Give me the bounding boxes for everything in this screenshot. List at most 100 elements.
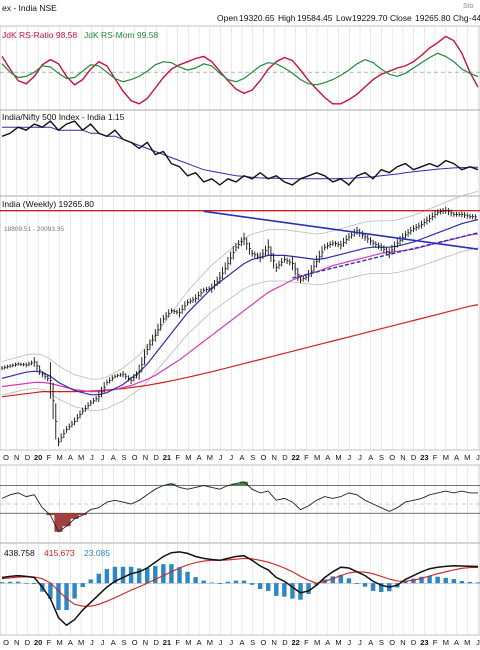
x-axis-tick-label: A <box>325 453 330 462</box>
histogram-bar <box>112 566 118 584</box>
x-axis-bottom: O N D 20 F M A M J J A S O N D 21 F M A M J J A S O N D 22 F M A M J J A S O… <box>3 638 480 647</box>
x-axis-tick-label: F <box>175 638 180 647</box>
x-axis-tick-label: D <box>153 638 159 647</box>
rs-line <box>1 120 479 186</box>
x-axis-tick-label: J <box>219 638 223 647</box>
histogram-bar <box>88 579 93 584</box>
price-bars <box>1 206 477 447</box>
x-axis-tick-label: M <box>335 453 341 462</box>
x-axis-tick-label: J <box>358 453 362 462</box>
x-axis-tick-label: N <box>143 638 148 647</box>
x-axis-tick-label: 23 <box>420 453 428 462</box>
histogram-bar <box>0 582 5 584</box>
histogram-bar <box>96 573 102 584</box>
x-axis-tick-label: D <box>411 638 417 647</box>
x-axis-tick-label: J <box>101 638 105 647</box>
histogram-bar <box>306 583 311 594</box>
x-axis-tick-label: J <box>229 453 233 462</box>
histogram-bar <box>370 583 376 591</box>
histogram-bar <box>378 583 384 593</box>
bollinger-upper-band <box>1 190 479 380</box>
x-axis-tick-label: J <box>476 638 480 647</box>
x-axis-tick-label: M <box>443 638 449 647</box>
x-axis-tick-label: A <box>368 453 373 462</box>
x-axis-tick-label: S <box>121 453 126 462</box>
histogram-bar <box>225 581 231 584</box>
x-axis-tick-label: 23 <box>420 638 428 647</box>
x-axis-tick-label: D <box>25 638 31 647</box>
ohlc-bar: Open 19320.65 High 19584.45 Low 19229.70… <box>217 13 480 23</box>
x-axis-tick-label: O <box>261 638 267 647</box>
ohlc-high-label: High <box>278 13 296 23</box>
x-axis-tick-label: J <box>347 453 351 462</box>
x-axis-tick-label: O <box>261 453 267 462</box>
histogram-bar <box>346 578 352 584</box>
histogram-bar <box>266 583 271 591</box>
x-axis-tick-label: 22 <box>291 453 299 462</box>
x-axis-tick-label: O <box>389 638 395 647</box>
histogram-bar <box>217 583 223 585</box>
x-axis-tick-label: A <box>68 638 73 647</box>
price-panel-frame <box>0 195 480 451</box>
histogram-bar <box>161 564 166 584</box>
x-axis-tick-label: M <box>57 453 63 462</box>
histogram-bar <box>298 583 303 600</box>
histogram-bar <box>120 566 126 584</box>
x-axis-tick-label: N <box>271 638 276 647</box>
bollinger-lower-band <box>1 247 479 411</box>
histogram-bar <box>145 567 150 584</box>
x-axis-tick-label: A <box>197 453 202 462</box>
x-axis-tick-label: D <box>411 453 417 462</box>
x-axis-tick-label: J <box>101 453 105 462</box>
x-axis-tick-label: J <box>90 638 94 647</box>
x-axis-tick-label: O <box>3 453 9 462</box>
x-axis-tick-label: A <box>197 638 202 647</box>
histogram-bar <box>459 580 465 584</box>
histogram-bar <box>443 577 448 584</box>
x-axis-tick-label: F <box>433 638 438 647</box>
x-axis-tick-label: A <box>68 453 73 462</box>
histogram-bar <box>56 583 61 611</box>
x-axis-tick-label: M <box>78 638 84 647</box>
header-title: ex - India NSE <box>2 3 57 13</box>
macd-panel: 438.758 415.673 23.085 <box>0 542 480 636</box>
histogram-bar <box>136 568 142 584</box>
rrg-panel: JdK RS-Ratio 98.58 JdK RS-Mom 99.58 <box>0 25 480 111</box>
ohlc-open-label: Open <box>217 13 238 23</box>
oscillator-panel <box>0 464 480 544</box>
rs-moving-average-line <box>2 126 478 180</box>
ohlc-low-value: 19229.70 <box>352 13 388 23</box>
rs-label: India/Nifty 500 Index - India 1.15 <box>2 112 125 122</box>
rs-momentum-label: JdK RS-Mom 99.58 <box>84 30 158 40</box>
x-axis-tick-label: S <box>250 453 255 462</box>
x-axis-tick-label: F <box>433 453 438 462</box>
descending-trendline <box>203 210 479 251</box>
x-axis-tick-label: D <box>153 453 159 462</box>
magenta-moving-average <box>1 233 479 393</box>
histogram-bar <box>128 566 134 584</box>
histogram-bar <box>177 567 182 584</box>
oscillator-line <box>1 481 478 533</box>
x-axis-tick-label: M <box>207 453 213 462</box>
histogram-value: 23.085 <box>84 548 110 558</box>
x-axis-tick-label: D <box>25 453 31 462</box>
x-axis-tick-label: M <box>78 453 84 462</box>
x-axis-tick-label: M <box>207 638 213 647</box>
histogram-bar <box>193 577 198 584</box>
signal-value: 415.673 <box>44 548 75 558</box>
x-axis-tick-label: A <box>368 638 373 647</box>
red-moving-average <box>1 304 479 398</box>
ohlc-open-value: 19320.65 <box>239 13 275 23</box>
histogram-bar <box>64 583 69 611</box>
x-axis-tick-label: J <box>476 453 480 462</box>
histogram-bar <box>80 583 85 588</box>
x-axis-tick-label: M <box>185 638 191 647</box>
histogram-bar <box>241 580 247 584</box>
histogram-bar <box>354 583 360 585</box>
histogram-bar <box>15 581 21 584</box>
x-axis-tick-label: J <box>347 638 351 647</box>
histogram-bar <box>274 583 279 596</box>
x-axis-tick-label: M <box>335 638 341 647</box>
histogram-bar <box>330 576 335 584</box>
x-axis-tick-label: N <box>14 638 19 647</box>
